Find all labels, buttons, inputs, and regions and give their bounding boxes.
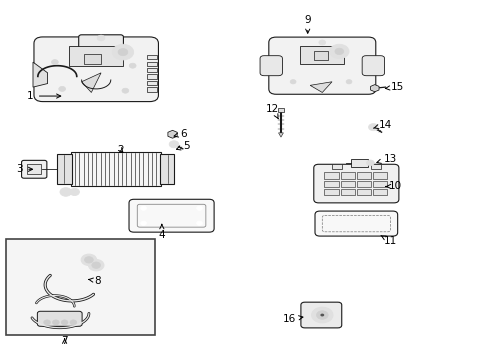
Text: 2: 2 xyxy=(117,145,123,155)
Bar xyxy=(372,181,386,187)
Bar xyxy=(340,181,354,187)
Text: 3: 3 xyxy=(17,164,33,174)
FancyBboxPatch shape xyxy=(129,199,214,232)
Circle shape xyxy=(141,221,146,225)
Bar xyxy=(372,189,386,195)
Bar xyxy=(159,154,174,184)
Text: 16: 16 xyxy=(282,314,302,324)
Bar xyxy=(147,62,157,66)
Circle shape xyxy=(311,307,332,323)
Bar xyxy=(370,164,380,168)
Circle shape xyxy=(122,88,128,93)
Bar xyxy=(300,46,344,64)
FancyBboxPatch shape xyxy=(362,56,384,76)
Bar xyxy=(57,154,72,184)
Bar xyxy=(69,46,122,66)
Circle shape xyxy=(92,262,101,269)
Bar xyxy=(331,164,341,168)
FancyBboxPatch shape xyxy=(21,160,47,178)
Bar xyxy=(147,75,157,79)
Circle shape xyxy=(318,40,325,45)
Bar xyxy=(147,81,157,85)
Bar xyxy=(351,159,368,167)
Text: 4: 4 xyxy=(158,225,165,240)
Text: 9: 9 xyxy=(304,15,310,33)
FancyBboxPatch shape xyxy=(79,35,123,49)
Circle shape xyxy=(366,160,373,166)
Circle shape xyxy=(196,206,202,210)
Polygon shape xyxy=(370,85,378,92)
Text: 15: 15 xyxy=(385,82,404,92)
Circle shape xyxy=(43,320,50,325)
FancyBboxPatch shape xyxy=(34,37,158,102)
Bar xyxy=(356,181,370,187)
Bar xyxy=(27,164,41,174)
Circle shape xyxy=(52,320,59,325)
Polygon shape xyxy=(278,133,283,137)
Circle shape xyxy=(70,320,77,325)
Polygon shape xyxy=(309,82,331,93)
Text: 5: 5 xyxy=(176,141,189,151)
Circle shape xyxy=(60,188,72,196)
Bar xyxy=(147,68,157,72)
Circle shape xyxy=(334,48,343,55)
Text: 7: 7 xyxy=(61,337,68,346)
Bar xyxy=(84,54,101,64)
Circle shape xyxy=(97,35,105,41)
Bar xyxy=(340,189,354,195)
Circle shape xyxy=(289,80,295,84)
Circle shape xyxy=(346,80,351,84)
Polygon shape xyxy=(81,73,101,93)
Text: 14: 14 xyxy=(373,120,391,130)
FancyBboxPatch shape xyxy=(300,302,341,328)
FancyBboxPatch shape xyxy=(268,37,375,94)
FancyBboxPatch shape xyxy=(313,164,398,203)
Bar xyxy=(6,239,154,336)
Circle shape xyxy=(61,320,68,325)
Bar xyxy=(71,152,160,186)
Polygon shape xyxy=(33,62,47,87)
Circle shape xyxy=(129,63,136,68)
Circle shape xyxy=(84,257,93,263)
Bar xyxy=(324,172,338,179)
Circle shape xyxy=(169,132,175,136)
Bar xyxy=(340,172,354,179)
Circle shape xyxy=(196,221,202,225)
Circle shape xyxy=(118,49,127,56)
Text: 10: 10 xyxy=(385,181,401,192)
Circle shape xyxy=(88,260,104,271)
Bar xyxy=(356,172,370,179)
Bar xyxy=(147,55,157,59)
Text: 1: 1 xyxy=(27,91,61,101)
Text: 8: 8 xyxy=(88,276,101,286)
Circle shape xyxy=(371,86,377,90)
Circle shape xyxy=(59,86,65,91)
Bar xyxy=(6,239,154,336)
Circle shape xyxy=(320,314,324,316)
Text: 11: 11 xyxy=(380,235,396,246)
Circle shape xyxy=(368,123,377,131)
Polygon shape xyxy=(167,130,177,138)
FancyBboxPatch shape xyxy=(37,311,82,326)
Circle shape xyxy=(316,311,327,319)
Circle shape xyxy=(141,206,146,210)
Bar xyxy=(313,51,327,60)
FancyBboxPatch shape xyxy=(314,211,397,236)
Circle shape xyxy=(169,141,179,148)
Bar xyxy=(324,181,338,187)
Bar xyxy=(372,172,386,179)
FancyBboxPatch shape xyxy=(260,56,282,76)
Text: 12: 12 xyxy=(265,104,279,119)
Bar xyxy=(356,189,370,195)
Circle shape xyxy=(329,44,348,59)
Circle shape xyxy=(81,254,97,266)
Circle shape xyxy=(112,44,133,60)
Bar xyxy=(147,87,157,91)
Text: 13: 13 xyxy=(376,154,396,163)
Circle shape xyxy=(51,60,58,64)
Text: 6: 6 xyxy=(174,129,186,139)
Circle shape xyxy=(70,188,79,195)
Bar xyxy=(324,189,338,195)
Bar xyxy=(277,108,284,112)
